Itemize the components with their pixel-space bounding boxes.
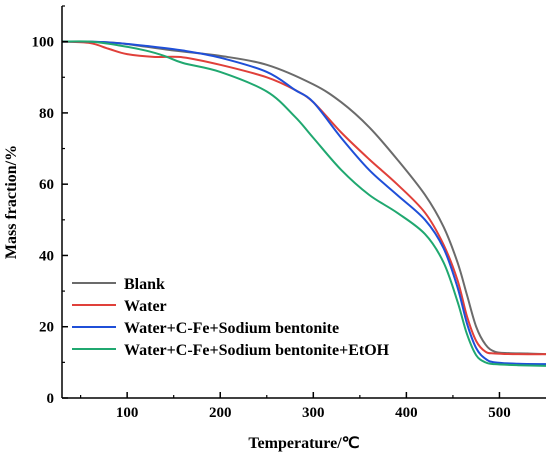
x-axis-title: Temperature/℃ [248,435,359,452]
x-tick-label: 100 [116,405,139,421]
plot-area [62,6,546,398]
legend-label-1: Blank [124,276,165,293]
legend-label-4: Water+C-Fe+Sodium bentonite+EtOH [124,342,390,359]
x-tick-label: 200 [209,405,232,421]
y-axis-title: Mass fraction/% [3,145,20,259]
legend: Blank Water Water+C-Fe+Sodium bentonite Wat… [72,276,390,359]
y-tick-label: 100 [32,35,55,51]
legend-label-2: Water [124,298,167,315]
y-tick-label: 80 [39,106,54,122]
legend-label-3: Water+C-Fe+Sodium bentonite [124,320,339,337]
ticks-layer: 100 200 300 400 500 0 20 40 60 80 100 [32,5,511,421]
y-tick-label: 60 [39,177,54,193]
y-tick-label: 20 [39,320,54,336]
series-line-4 [61,40,547,367]
axes-layer [61,6,546,399]
series-line-2 [61,40,547,356]
x-tick-label: 300 [302,405,325,421]
y-tick-label: 0 [47,391,55,407]
x-tick-label: 400 [395,405,418,421]
y-tick-label: 40 [39,248,54,264]
series-layer [61,40,547,367]
x-tick-label: 500 [488,405,511,421]
series-line-3 [61,40,547,366]
